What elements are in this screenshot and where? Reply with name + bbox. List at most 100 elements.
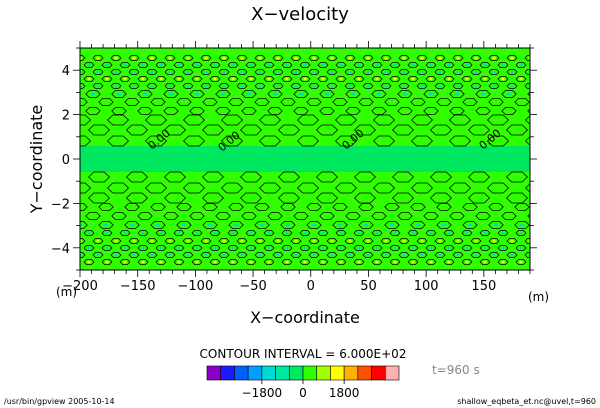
contour-cell [182,69,194,75]
contour-core [195,231,199,235]
contour-core [303,246,307,250]
contour-cell [106,114,130,126]
contour-core [429,63,433,67]
contour-core [483,231,487,235]
contour-cell [173,62,185,68]
contour-core [447,77,451,81]
contour-cell [220,182,244,194]
contour-core [492,253,496,257]
contour-cell [202,98,218,106]
contour-core [272,92,278,96]
colorbar-swatch [247,365,263,381]
contour-cell [110,252,122,258]
contour-cell [506,55,518,61]
contour-core [339,246,343,250]
contour-core [96,84,100,88]
contour-cell [416,55,428,61]
contour-cell [449,90,465,98]
contour-cell [163,171,187,183]
contour-cell [488,221,504,229]
contour-cell [106,135,130,147]
contour-core [132,70,136,74]
contour-cell [398,55,410,61]
contour-core [150,56,154,60]
contour-cell [545,193,566,203]
contour-cell [398,83,410,89]
contour-cell [218,69,230,75]
contour-core [285,63,289,67]
contour-core [114,70,118,74]
contour-core [456,56,460,60]
contour-cell [80,98,88,106]
contour-cell [239,124,263,136]
contour-core [438,70,442,74]
contour-cell [87,171,111,183]
contour-core [428,92,434,96]
contour-cell [371,76,383,82]
contour-cell [267,107,283,115]
contour-cell [101,62,113,68]
contour-cell [423,90,439,98]
contour-core [411,231,415,235]
contour-core [546,224,551,227]
contour-cell [398,238,410,244]
contour-cell [164,83,176,89]
footer-left: /usr/bin/gpview 2005-10-14 [4,397,115,406]
contour-core [186,70,190,74]
contour-cell [506,252,518,258]
contour-cell [101,76,113,82]
contour-core [159,260,163,264]
contour-core [159,77,163,81]
contour-cell [209,230,221,236]
contour-cell [315,192,339,204]
contour-cell [397,90,413,98]
contour-core [447,63,451,67]
contour-core [105,77,109,81]
contour-core [204,84,208,88]
contour-cell [245,259,257,265]
contour-cell [317,76,329,82]
contour-cell [263,245,275,251]
contour-cell [92,55,104,61]
contour-cell [299,62,311,68]
contour-core [339,77,343,81]
contour-core [276,56,280,60]
contour-cell [319,90,335,98]
contour-cell [137,230,149,236]
contour-cell [144,114,168,126]
contour-core [411,246,415,250]
contour-cell [434,252,446,258]
contour-cell [80,69,86,75]
contour-cell [486,135,510,147]
contour-core [420,84,424,88]
contour-cell [182,252,194,258]
contour-cell [515,245,527,251]
contour-cell [227,230,239,236]
contour-cell [215,90,231,98]
contour-cell [182,55,194,61]
contour-core [510,56,514,60]
contour-cell [358,221,374,229]
contour-cell [470,69,482,75]
contour-core [87,260,91,264]
contour-cell [308,238,320,244]
contour-cell [541,222,555,229]
contour-cell [146,252,158,258]
contour-cell [290,83,302,89]
contour-cell [332,203,348,211]
contour-cell [164,69,176,75]
contour-cell [345,212,361,220]
contour-cell [267,212,283,220]
contour-core [393,77,397,81]
contour-core [438,239,442,243]
contour-core [141,246,145,250]
contour-core [411,77,415,81]
contour-core [267,260,271,264]
contour-field [80,48,566,270]
contour-core [393,260,397,264]
contour-cell [155,259,167,265]
contour-cell [128,55,140,61]
contour-cell [124,221,140,229]
contour-core [330,70,334,74]
contour-cell [362,69,374,75]
